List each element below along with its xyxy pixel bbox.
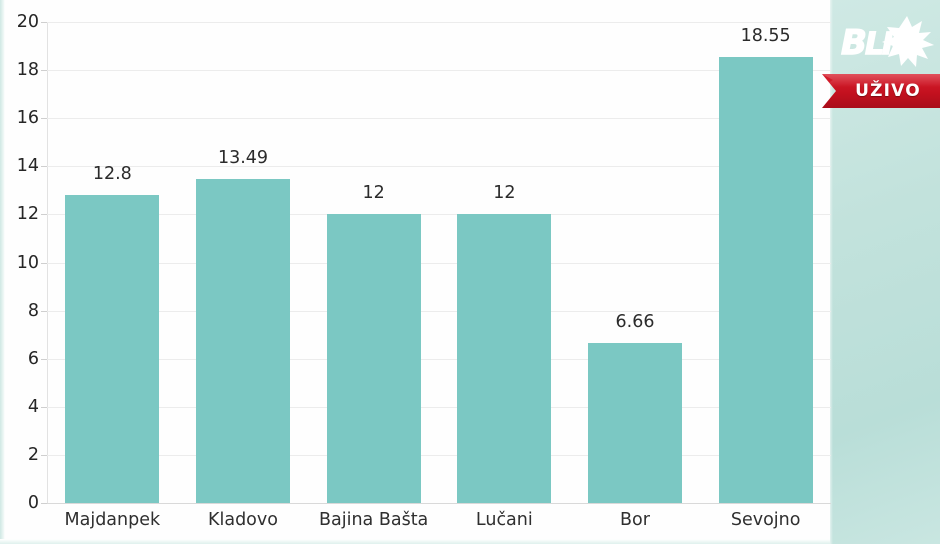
gridline (47, 359, 831, 360)
gridline (47, 311, 831, 312)
live-badge-gloss (822, 74, 940, 87)
category-label: Lučani (475, 510, 533, 530)
gridline (47, 503, 831, 504)
gridline (47, 407, 831, 408)
bar-value-label: 13.49 (217, 147, 269, 168)
y-axis-tick-label: 18 (16, 60, 39, 81)
y-axis-tick-label: 20 (16, 12, 39, 32)
y-axis-tick-mark (41, 455, 47, 456)
y-axis-tick-label: 10 (16, 252, 39, 273)
y-axis-tick-mark (41, 70, 47, 71)
y-axis-tick-label: 4 (27, 396, 39, 417)
bar (65, 195, 159, 503)
y-axis-tick-mark (41, 263, 47, 264)
y-axis-tick-mark (41, 311, 47, 312)
category-label: Majdanpek (64, 510, 161, 530)
bar-value-label: 12 (493, 183, 516, 204)
svg-text:L: L (865, 27, 884, 62)
bar (196, 179, 290, 503)
y-axis-tick-label: 16 (16, 108, 39, 129)
y-axis-tick-mark (41, 22, 47, 23)
chart-card: 0 2 4 6 8 10 12 14 16 18 20 12.8 13.49 12 12 6.66 18.55… (5, 0, 831, 539)
gridline (47, 22, 831, 23)
bar-value-label: 12 (362, 183, 385, 204)
frame-edge-bottom (0, 539, 830, 544)
bar (327, 214, 421, 503)
blic-logo: B L I C (838, 14, 936, 70)
category-label: Bor (620, 510, 650, 530)
y-axis-tick-label: 6 (27, 348, 39, 369)
y-axis-tick-mark (41, 503, 47, 504)
gridline (47, 118, 831, 119)
y-axis-tick-label: 0 (27, 493, 39, 513)
y-axis-tick-mark (41, 214, 47, 215)
y-axis-tick-mark (41, 118, 47, 119)
gridline (47, 214, 831, 215)
gridline (47, 263, 831, 264)
y-axis-tick-mark (41, 407, 47, 408)
bar-value-label: 6.66 (615, 311, 655, 332)
y-axis-tick-mark (41, 359, 47, 360)
frame-edge-left (0, 0, 5, 544)
bar-value-label: 18.55 (740, 25, 791, 46)
y-axis-tick-label: 2 (27, 444, 39, 465)
bar (457, 214, 551, 503)
svg-text:C: C (892, 23, 917, 63)
svg-text:I: I (882, 27, 893, 62)
live-badge-label: UŽIVO (855, 81, 921, 101)
y-axis-tick-label: 8 (27, 300, 39, 321)
bar-value-label: 12.8 (92, 164, 132, 185)
y-axis-tick-label: 12 (16, 204, 39, 225)
gridline (47, 166, 831, 167)
svg-text:B: B (841, 23, 867, 63)
gridline (47, 70, 831, 71)
category-label: Sevojno (730, 510, 801, 530)
live-badge: UŽIVO (822, 74, 940, 108)
bar (719, 57, 813, 503)
y-axis-tick-mark (41, 166, 47, 167)
y-axis-line (47, 22, 48, 503)
y-axis-tick-label: 14 (16, 156, 39, 177)
bar (588, 343, 682, 503)
gridline (47, 455, 831, 456)
live-badge-shape (822, 74, 940, 108)
category-label: Kladovo (208, 510, 278, 530)
category-label: Bajina Bašta (319, 510, 429, 530)
